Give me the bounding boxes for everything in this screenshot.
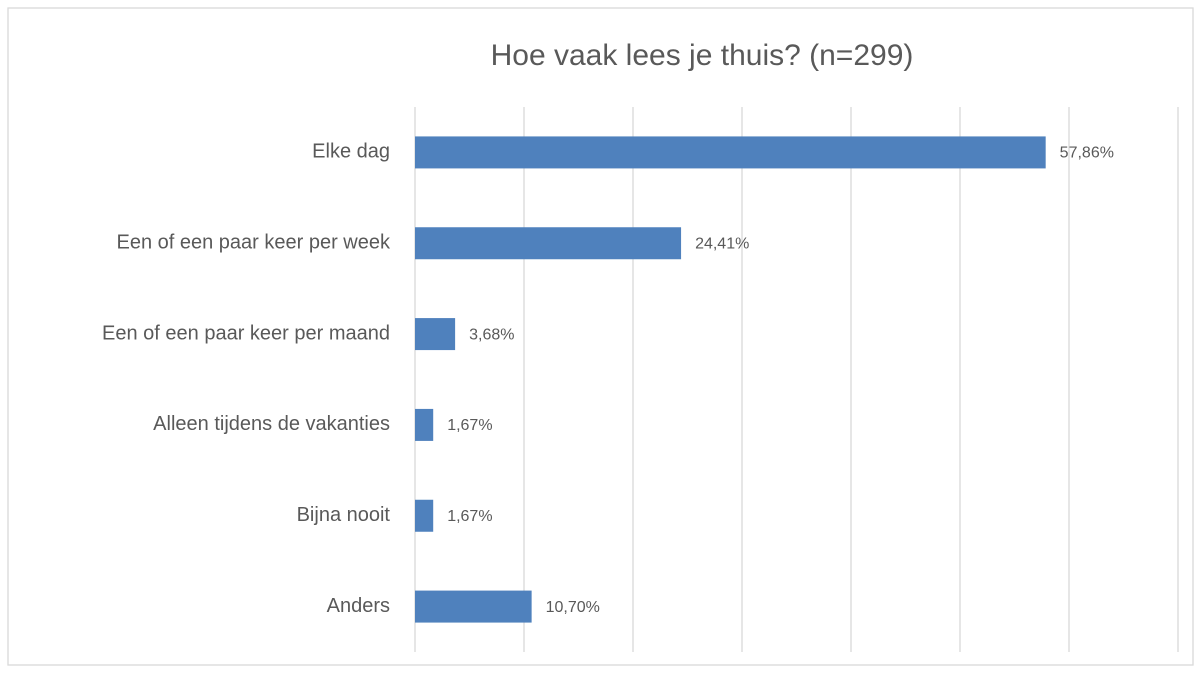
data-label: 3,68% bbox=[469, 326, 514, 343]
bar bbox=[415, 499, 434, 532]
bar bbox=[415, 227, 682, 260]
y-tick-label: Elke dag bbox=[312, 141, 390, 163]
y-tick-label: Een of een paar keer per week bbox=[116, 232, 391, 254]
y-tick-label: Bijna nooit bbox=[297, 504, 391, 526]
data-label: 24,41% bbox=[695, 235, 749, 252]
data-label: 1,67% bbox=[447, 508, 492, 525]
data-label: 57,86% bbox=[1060, 145, 1114, 162]
chart-title: Hoe vaak lees je thuis? (n=299) bbox=[491, 39, 914, 72]
bar bbox=[415, 408, 434, 441]
bar bbox=[415, 590, 532, 623]
data-label: 10,70% bbox=[546, 599, 600, 616]
y-tick-label: Een of een paar keer per maand bbox=[102, 322, 390, 344]
bar bbox=[415, 318, 456, 351]
data-label: 1,67% bbox=[447, 417, 492, 434]
bar bbox=[415, 136, 1046, 169]
chart-border bbox=[7, 7, 1194, 666]
y-tick-label: Anders bbox=[327, 595, 390, 617]
y-tick-label: Alleen tijdens de vakanties bbox=[153, 413, 390, 435]
